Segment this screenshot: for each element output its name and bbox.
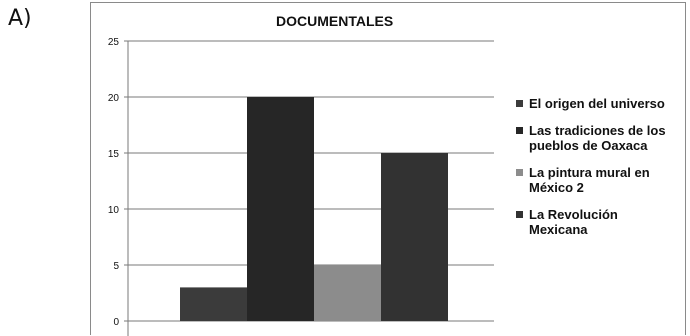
chart-frame: DOCUMENTALES 0 5 10 15 20 25 El origen del un… <box>90 2 686 336</box>
legend-label-revolucion-line1: La Revolución <box>529 207 618 222</box>
legend-item-pintura: La pintura mural en México 2 <box>516 165 686 195</box>
y-tick-label-20: 20 <box>108 93 120 104</box>
legend-label-tradiciones-line2: pueblos de Oaxaca <box>529 138 648 153</box>
y-tick-label-25: 25 <box>108 37 120 48</box>
bar-2 <box>247 97 314 321</box>
legend-swatch-pintura <box>516 169 523 176</box>
bar-3 <box>314 265 381 321</box>
legend-label-pintura-line2: México 2 <box>529 180 584 195</box>
y-tick-label-10: 10 <box>108 205 120 216</box>
legend-swatch-origen <box>516 100 523 107</box>
legend-item-revolucion: La Revolución Mexicana <box>516 207 686 237</box>
legend-item-tradiciones: Las tradiciones de los pueblos de Oaxaca <box>516 123 686 153</box>
y-tick-label-0: 0 <box>113 317 119 328</box>
y-tick-label-5: 5 <box>113 261 119 272</box>
legend-item-origen: El origen del universo <box>516 96 686 111</box>
legend-label-tradiciones-line1: Las tradiciones de los <box>529 123 666 138</box>
option-letter-label: A) <box>8 6 32 31</box>
legend-label-pintura-line1: La pintura mural en <box>529 165 650 180</box>
chart-plot-area: 0 5 10 15 20 25 <box>108 37 494 336</box>
legend-label-origen-line1: El origen del universo <box>529 96 665 111</box>
legend-swatch-tradiciones <box>516 127 523 134</box>
legend-label-revolucion-line2: Mexicana <box>529 222 588 237</box>
chart-title: DOCUMENTALES <box>276 13 394 29</box>
y-tick-label-15: 15 <box>108 149 120 160</box>
legend-swatch-revolucion <box>516 211 523 218</box>
bar-4 <box>381 153 448 321</box>
bar-1 <box>180 287 247 321</box>
chart-legend: El origen del universo Las tradiciones d… <box>516 96 686 249</box>
